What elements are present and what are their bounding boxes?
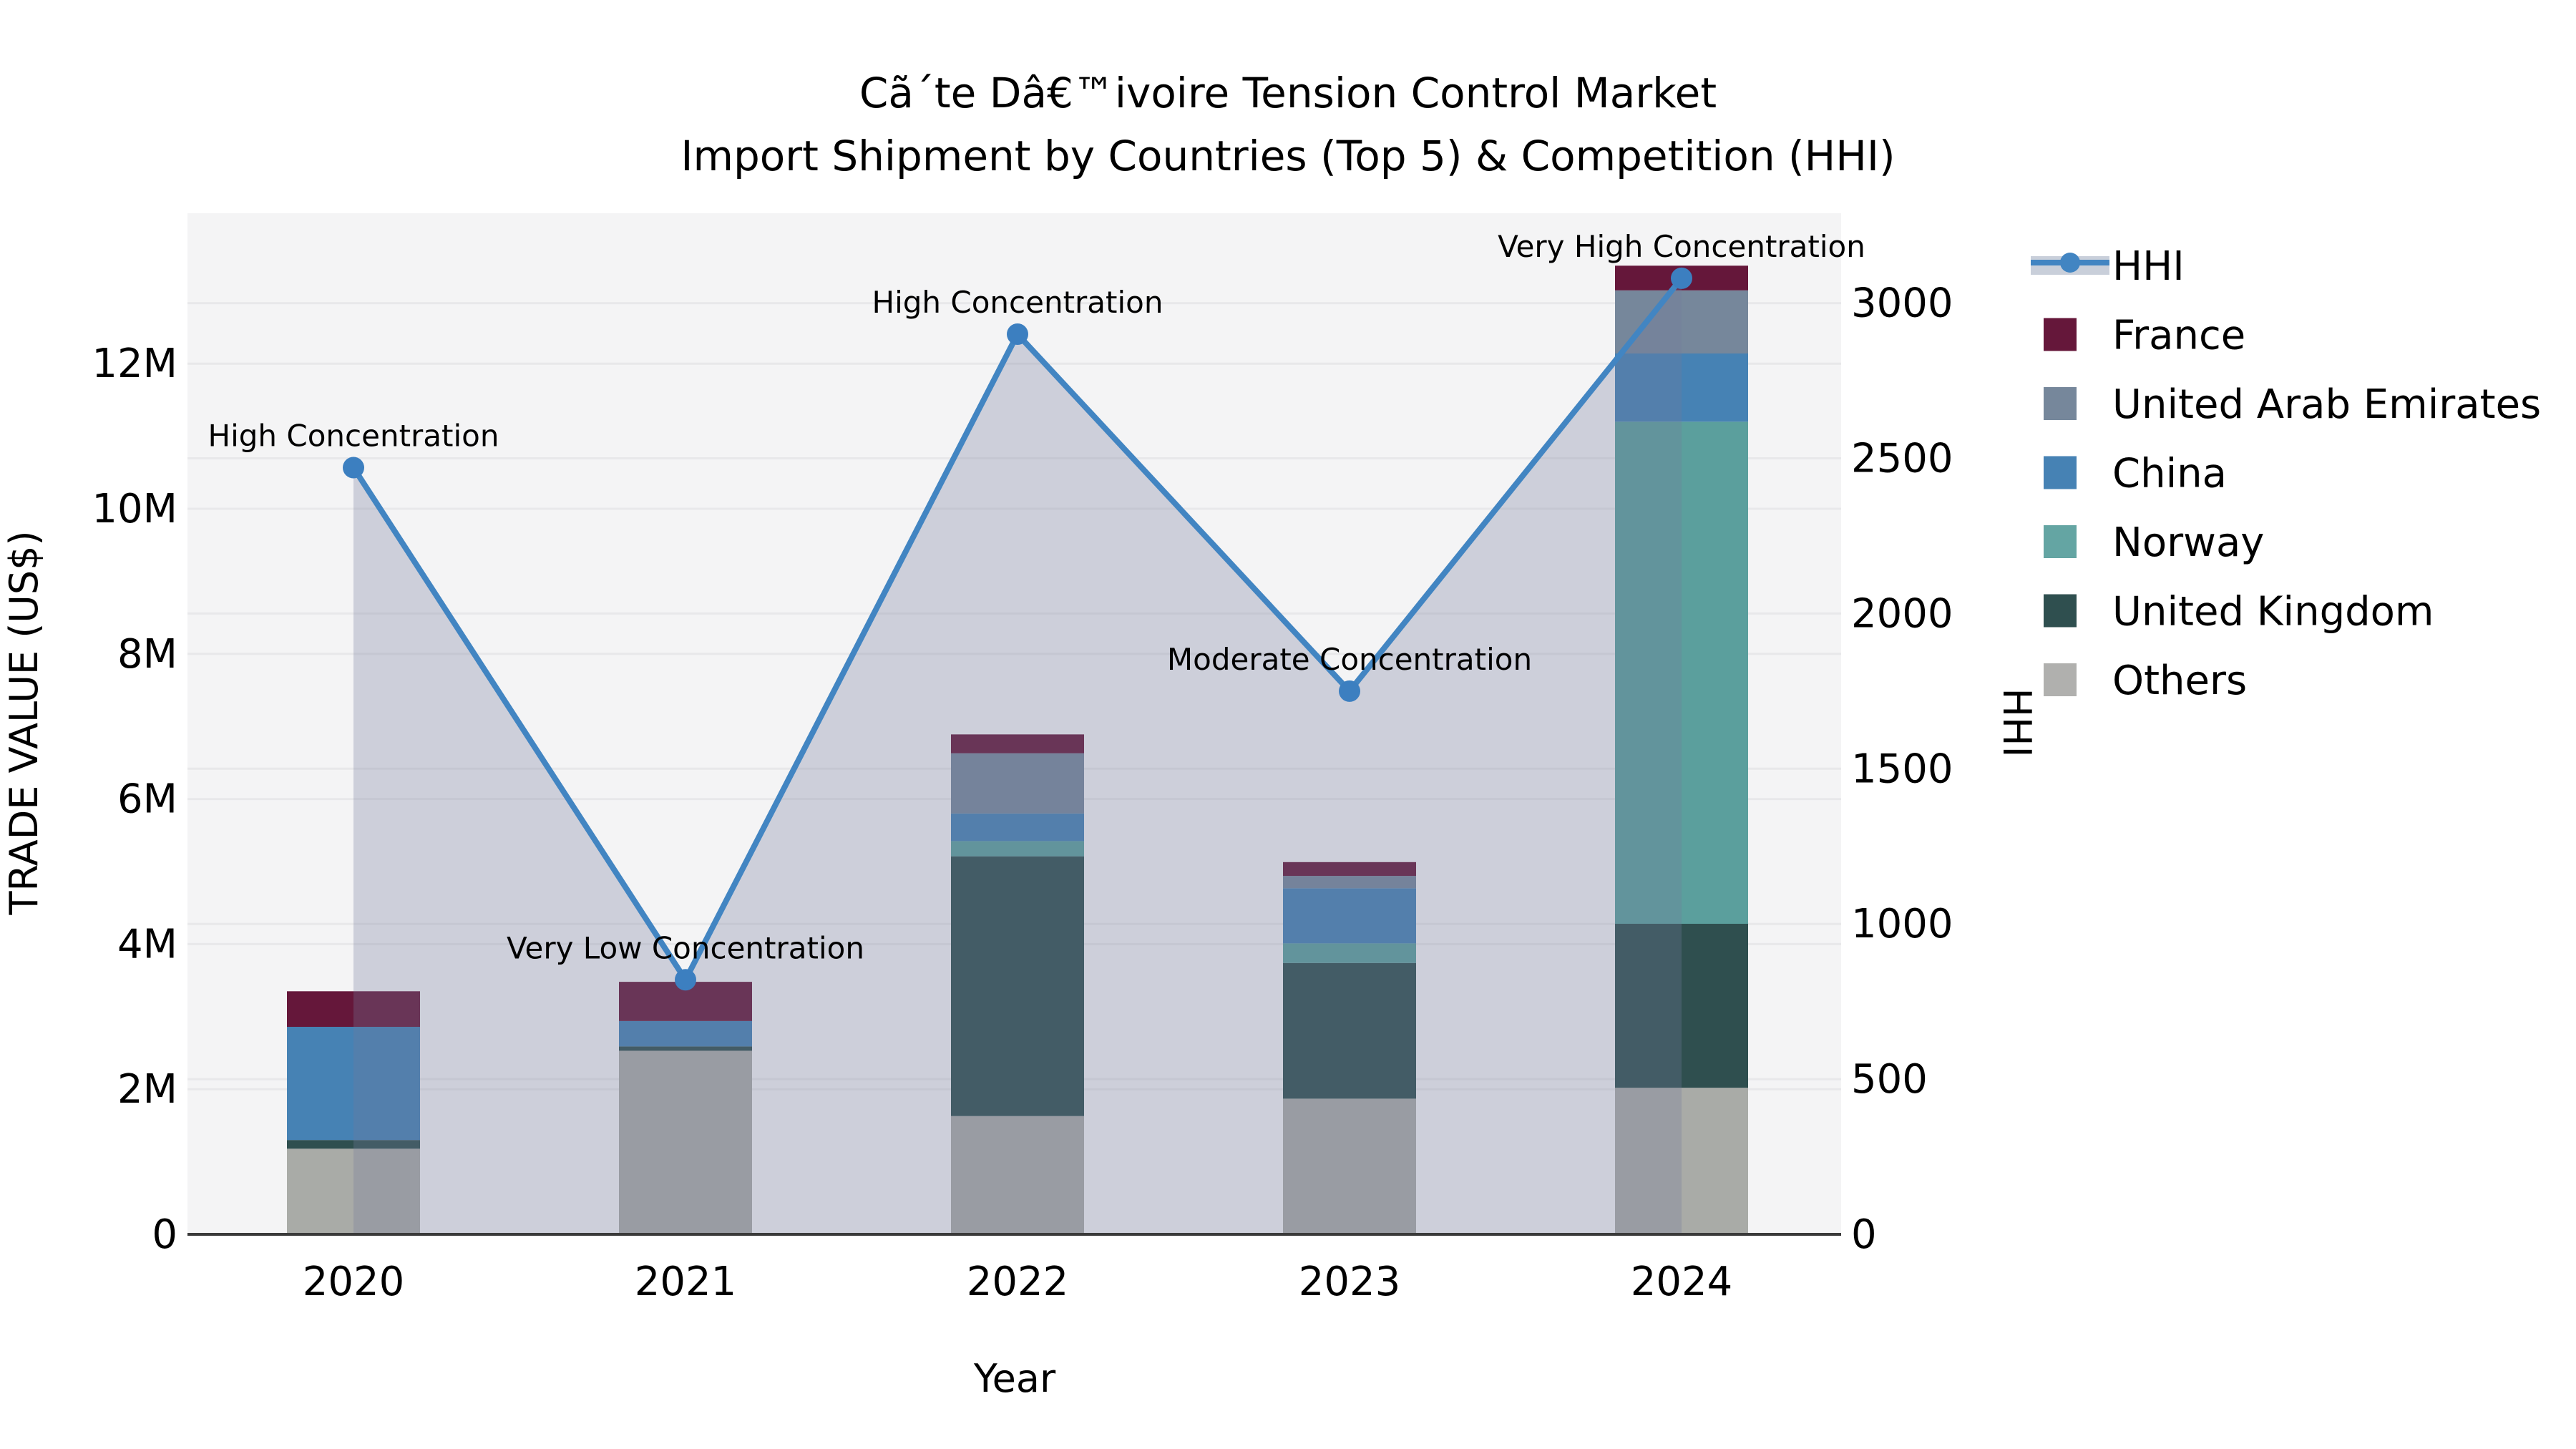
- bar-segment-united-arab-emirates-2023: [1283, 876, 1416, 889]
- hhi-annotation-2024: Very High Concentration: [1498, 229, 1865, 264]
- legend-swatch-united-arab-emirates: [2044, 387, 2077, 420]
- hhi-marker-2023: [1339, 680, 1360, 702]
- x-tick-2024: 2024: [1631, 1259, 1733, 1305]
- hhi-area-polygon: [353, 278, 1682, 1234]
- bar-segment-china-2020: [287, 1026, 420, 1141]
- hhi-annotation-2020: High Concentration: [208, 419, 499, 454]
- x-tick-2022: 2022: [967, 1259, 1069, 1305]
- hhi-area-fill: [353, 278, 1682, 1234]
- y-left-tick-12M: 12M: [92, 341, 177, 387]
- y-right-tick-1500: 1500: [1851, 746, 1953, 792]
- legend-label-china: China: [2112, 451, 2227, 497]
- axes-and-ticks: 0 2M 4M 6M 8M 10M 12M 0 500 1000 1500 2000 2500 3000 2…: [92, 280, 1953, 1305]
- legend-swatch-united-kingdom: [2044, 594, 2077, 628]
- bar-segment-france-2022: [951, 734, 1084, 753]
- x-tick-2020: 2020: [303, 1259, 405, 1305]
- bar-segment-others-2023: [1283, 1098, 1416, 1234]
- bar-segment-united-kingdom-2022: [951, 856, 1084, 1116]
- y-right-tick-2500: 2500: [1851, 436, 1953, 482]
- hhi-line: [343, 267, 1692, 991]
- bar-segment-united-kingdom-2021: [619, 1046, 752, 1051]
- chart-title-line1: Cã´te Dâ€™ivoire Tension Control Market: [859, 69, 1717, 117]
- y-left-tick-8M: 8M: [117, 631, 177, 678]
- legend-label-united-kingdom: United Kingdom: [2112, 589, 2434, 635]
- bar-segment-china-2024: [1615, 353, 1748, 422]
- bar-segment-norway-2022: [951, 841, 1084, 857]
- y-left-tick-0: 0: [152, 1211, 177, 1258]
- hhi-marker-2020: [343, 457, 364, 479]
- y-left-tick-2M: 2M: [117, 1066, 177, 1113]
- legend-label-hhi: HHI: [2112, 243, 2185, 290]
- y-right-tick-3000: 3000: [1851, 280, 1953, 327]
- x-tick-2023: 2023: [1299, 1259, 1401, 1305]
- bar-segment-norway-2023: [1283, 943, 1416, 963]
- legend-swatch-norway: [2044, 525, 2077, 558]
- hhi-annotation-2021: Very Low Concentration: [507, 930, 864, 965]
- bar-segment-china-2023: [1283, 888, 1416, 944]
- legend-swatch-france: [2044, 318, 2077, 351]
- y-left-tick-4M: 4M: [117, 921, 177, 967]
- legend-swatch-others: [2044, 663, 2077, 696]
- bar-segment-others-2022: [951, 1116, 1084, 1234]
- stacked-bars: [287, 265, 1748, 1234]
- bar-segment-others-2021: [619, 1050, 752, 1234]
- bar-segment-france-2023: [1283, 862, 1416, 877]
- bar-segment-united-kingdom-2024: [1615, 924, 1748, 1088]
- bar-segment-others-2020: [287, 1148, 420, 1234]
- bar-segment-china-2022: [951, 813, 1084, 841]
- x-tick-2021: 2021: [635, 1259, 737, 1305]
- legend-label-united-arab-emirates: United Arab Emirates: [2112, 381, 2541, 428]
- chart-title-line2: Import Shipment by Countries (Top 5) & C…: [680, 132, 1895, 180]
- legend: HHI France United Arab Emirates China Norway…: [2031, 243, 2541, 704]
- legend-swatch-china: [2044, 456, 2077, 489]
- y-right-tick-0: 0: [1851, 1211, 1877, 1258]
- hhi-marker-2021: [675, 969, 696, 991]
- y-axis-title-left: TRADE VALUE (US$): [1, 530, 47, 915]
- bar-segment-others-2024: [1615, 1088, 1748, 1234]
- bar-segment-united-arab-emirates-2024: [1615, 290, 1748, 354]
- y-left-tick-6M: 6M: [117, 776, 177, 823]
- y-right-tick-1000: 1000: [1851, 901, 1953, 947]
- y-right-tick-2000: 2000: [1851, 590, 1953, 637]
- hhi-marker-2022: [1007, 323, 1028, 345]
- y-left-tick-10M: 10M: [92, 486, 177, 532]
- bar-segment-united-arab-emirates-2022: [951, 753, 1084, 814]
- hhi-annotations: High Concentration Very Low Concentration…: [208, 229, 1865, 965]
- hhi-annotation-2022: High Concentration: [872, 285, 1163, 320]
- bar-segment-united-kingdom-2020: [287, 1140, 420, 1149]
- legend-label-norway: Norway: [2112, 519, 2264, 566]
- y-axis-title-right: HHI: [1994, 688, 2039, 757]
- bar-segment-norway-2024: [1615, 421, 1748, 924]
- x-axis-title: Year: [973, 1356, 1056, 1401]
- legend-label-others: Others: [2112, 658, 2247, 704]
- hhi-marker-2024: [1671, 267, 1692, 289]
- bar-segment-united-kingdom-2023: [1283, 962, 1416, 1099]
- bar-segment-china-2021: [619, 1020, 752, 1047]
- bar-segment-france-2020: [287, 991, 420, 1027]
- legend-label-france: France: [2112, 313, 2245, 359]
- hhi-annotation-2023: Moderate Concentration: [1167, 642, 1532, 677]
- legend-hhi-marker-sample: [2060, 253, 2080, 273]
- y-right-tick-500: 500: [1851, 1056, 1928, 1103]
